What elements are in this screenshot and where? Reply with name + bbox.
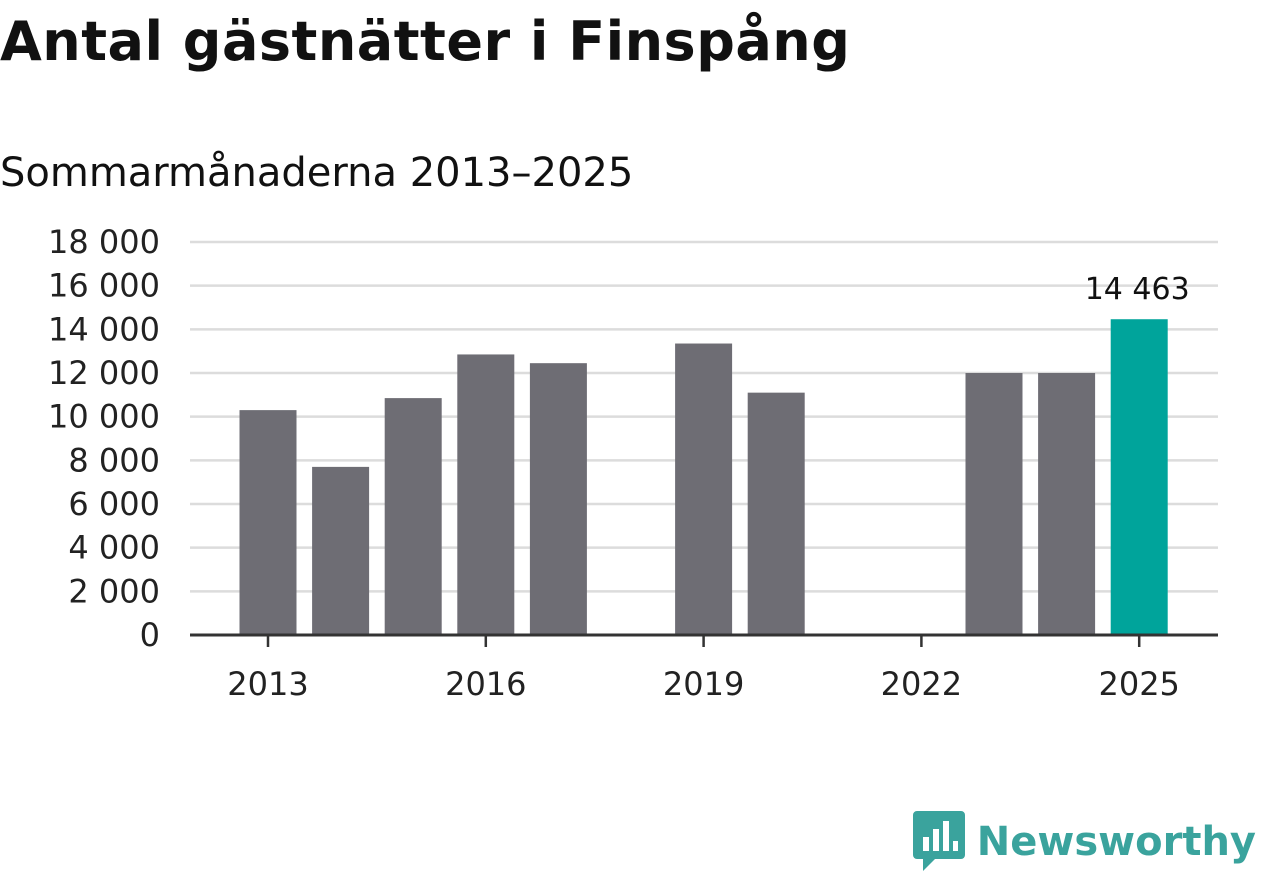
- data-labels: 14 463: [1085, 272, 1190, 307]
- y-tick-label: 4 000: [68, 529, 160, 567]
- y-tick-label: 0: [140, 616, 160, 654]
- bars: [239, 319, 1168, 635]
- x-tick-label: 2013: [227, 665, 308, 703]
- chart-title: Antal gästnätter i Finspång: [0, 10, 851, 73]
- bar-2015: [384, 398, 442, 635]
- newsworthy-logo-icon: [912, 811, 965, 871]
- bar-2014: [312, 466, 370, 635]
- bar-2016: [457, 354, 515, 635]
- y-tick-label: 12 000: [48, 354, 160, 392]
- bar-2025: [1110, 319, 1168, 635]
- bar-2017: [529, 363, 587, 635]
- bar-2023: [965, 373, 1023, 635]
- y-tick-label: 6 000: [68, 485, 160, 523]
- y-tick-label: 16 000: [48, 267, 160, 305]
- x-tick-label: 2016: [445, 665, 526, 703]
- brand-name: Newsworthy: [976, 819, 1256, 865]
- bar-2020: [747, 392, 805, 635]
- y-tick-label: 8 000: [68, 441, 160, 479]
- x-tick-label: 2019: [663, 665, 744, 703]
- y-tick-label: 10 000: [48, 398, 160, 436]
- bar-2013: [239, 410, 297, 635]
- bar-2019: [675, 343, 733, 635]
- y-axis-labels: 0 2 000 4 000 6 000 8 000 10 000 12 000 14 000 1…: [48, 223, 160, 654]
- x-axis-labels: 2013 2016 2019 2022 2025: [227, 665, 1180, 703]
- x-tick-label: 2025: [1098, 665, 1179, 703]
- chart-subtitle: Sommarmånaderna 2013–2025: [0, 150, 634, 196]
- bar-2024: [1038, 373, 1096, 635]
- y-tick-label: 14 000: [48, 310, 160, 348]
- data-label: 14 463: [1085, 272, 1190, 307]
- y-tick-label: 18 000: [48, 223, 160, 261]
- x-tick-label: 2022: [881, 665, 962, 703]
- x-axis: [190, 633, 1218, 647]
- newsworthy-logo: Newsworthy: [912, 811, 1256, 873]
- y-tick-label: 2 000: [68, 572, 160, 610]
